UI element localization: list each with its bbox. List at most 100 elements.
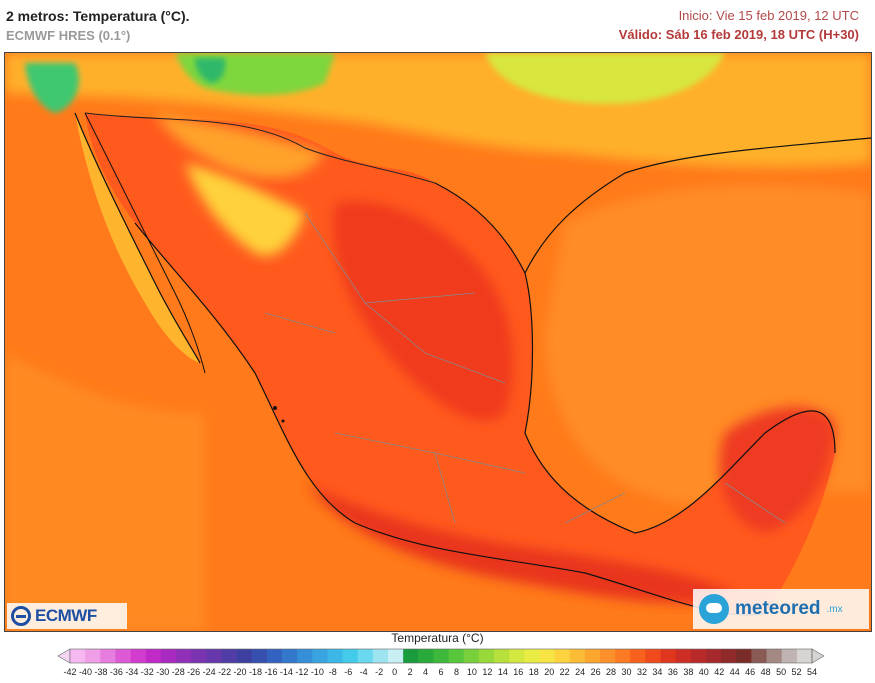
legend-swatch <box>236 649 253 663</box>
legend-tick-label: 54 <box>807 667 817 677</box>
legend-swatch <box>100 649 116 663</box>
hot-zone-north <box>333 201 514 421</box>
legend-tick-label: -2 <box>375 667 383 677</box>
state-borders <box>264 212 786 524</box>
legend-swatch <box>796 649 813 663</box>
legend-max-arrow <box>811 648 825 664</box>
legend-swatch <box>539 649 556 663</box>
map-title: 2 metros: Temperatura (°C). <box>6 8 190 24</box>
valid-time-label: Válido: Sáb 16 feb 2019, 18 UTC (H+30) <box>618 27 859 42</box>
legend-swatch <box>721 649 737 663</box>
legend-tick-label: 40 <box>699 667 709 677</box>
legend-tick-label: -38 <box>94 667 107 677</box>
legend-swatch <box>221 649 238 663</box>
legend-tick-label: 24 <box>575 667 585 677</box>
legend-swatch <box>372 649 389 663</box>
legend-tick-label: 36 <box>668 667 678 677</box>
meteored-logo[interactable]: meteored .mx <box>693 589 869 629</box>
legend-outline <box>69 648 813 664</box>
legend-swatch <box>85 649 101 663</box>
legend-swatch <box>524 649 540 663</box>
legend-tick-label: 32 <box>637 667 647 677</box>
legend-swatch <box>403 649 419 663</box>
pacific-warm-zone <box>5 353 205 631</box>
gulf-coastline <box>434 182 836 534</box>
northwest-cold-zone <box>25 63 79 113</box>
sonora-mild <box>155 113 325 178</box>
legend-tick-label: -18 <box>249 667 262 677</box>
legend-tick-label: -6 <box>344 667 352 677</box>
legend-swatch <box>751 649 768 663</box>
north-cool-zone <box>485 53 725 104</box>
legend-swatch <box>266 649 283 663</box>
legend-swatch <box>145 649 162 663</box>
meteored-logo-text: meteored <box>735 598 821 619</box>
legend-tick-label: -42 <box>63 667 76 677</box>
legend-tick-label: 38 <box>683 667 693 677</box>
legend-swatch <box>509 649 525 663</box>
legend-swatch <box>675 649 692 663</box>
legend-tick-label: 46 <box>745 667 755 677</box>
us-gulf-coastline <box>524 137 871 274</box>
legend-tick-label: 16 <box>513 667 523 677</box>
legend-swatch <box>206 649 222 663</box>
legend-swatch <box>388 649 404 663</box>
legend-tick-label: 14 <box>498 667 508 677</box>
legend-tick-label: -36 <box>110 667 123 677</box>
legend-swatch <box>660 649 677 663</box>
legend-swatch <box>282 649 298 663</box>
legend-swatch <box>463 649 480 663</box>
legend-swatch <box>297 649 313 663</box>
legend-swatch <box>766 649 783 663</box>
legend-swatch <box>690 649 707 663</box>
legend-tick-label: -28 <box>172 667 185 677</box>
ecmwf-logo-text: ECMWF <box>35 606 97 625</box>
legend-tick-label: 22 <box>560 667 570 677</box>
legend-swatch <box>554 649 571 663</box>
map-canvas <box>5 53 871 631</box>
legend-min-arrow <box>57 648 71 664</box>
legend-swatch <box>327 649 344 663</box>
mountain-cold-zone <box>195 58 226 83</box>
legend-tick-label: 26 <box>591 667 601 677</box>
legend-tick-label: 44 <box>730 667 740 677</box>
legend-tick-label: -22 <box>218 667 231 677</box>
baja-east-coast <box>84 112 206 374</box>
legend-swatch <box>478 649 495 663</box>
legend-tick-label: -8 <box>329 667 337 677</box>
legend-tick-label: -4 <box>360 667 368 677</box>
island-marker <box>273 406 277 410</box>
legend-tick-label: 10 <box>467 667 477 677</box>
legend-tick-label: 48 <box>761 667 771 677</box>
legend-tick-label: 50 <box>776 667 786 677</box>
legend-swatch <box>569 649 586 663</box>
legend-tick-label: 4 <box>423 667 428 677</box>
legend-swatch <box>418 649 434 663</box>
legend-swatch <box>115 649 132 663</box>
legend-tick-label: 30 <box>621 667 631 677</box>
legend-tick-label: 0 <box>392 667 397 677</box>
legend-tick-label: -16 <box>264 667 277 677</box>
legend-tick-label: -20 <box>234 667 247 677</box>
legend-tick-label: 12 <box>482 667 492 677</box>
island-marker <box>281 419 285 423</box>
legend-swatch <box>630 649 646 663</box>
legend-tick-label: 34 <box>652 667 662 677</box>
temperature-map[interactable]: ECMWF meteored .mx <box>4 52 872 632</box>
header-left: 2 metros: Temperatura (°C). ECMWF HRES (… <box>6 8 190 43</box>
hot-zone-south <box>305 483 735 603</box>
legend-tick-label: 18 <box>529 667 539 677</box>
legend-tick-label: 42 <box>714 667 724 677</box>
baja-west-coast <box>74 112 201 364</box>
legend-swatch <box>191 649 207 663</box>
legend-tick-label: -12 <box>295 667 308 677</box>
legend-tick-label: -40 <box>79 667 92 677</box>
legend-swatch <box>130 649 147 663</box>
legend-swatch <box>357 649 374 663</box>
legend-swatch <box>584 649 601 663</box>
legend-swatch <box>736 649 752 663</box>
us-mexico-border <box>84 112 436 184</box>
legend-swatch <box>176 649 192 663</box>
legend-swatch <box>706 649 722 663</box>
legend-swatch <box>600 649 616 663</box>
